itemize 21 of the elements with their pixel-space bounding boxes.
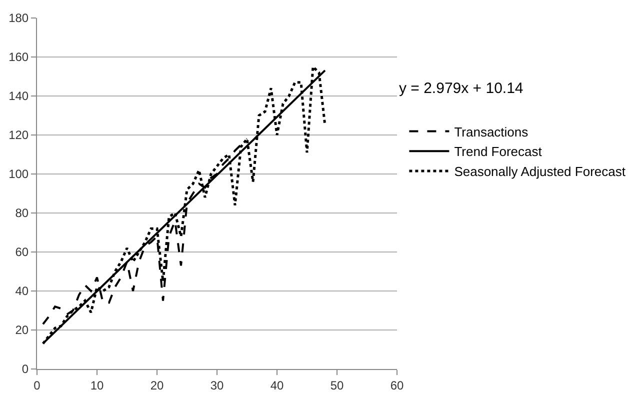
y-tick-label: 60 (15, 245, 29, 260)
y-tick-label: 0 (22, 362, 29, 376)
x-tick-label: 0 (34, 378, 41, 392)
x-tick-label: 30 (210, 378, 224, 392)
text: y = 2.979x + 10.14 (399, 80, 524, 97)
legend-label: Trend Forecast (454, 144, 542, 160)
x-tick-label: 20 (150, 378, 164, 392)
y-tick-label: 120 (8, 128, 29, 142)
y-tick-label: 160 (8, 50, 29, 64)
y-tick-label: 20 (15, 323, 29, 338)
x-tick-label: 50 (330, 378, 344, 392)
y-tick-label: 100 (8, 167, 29, 182)
x-tick-label: 10 (90, 378, 104, 392)
legend-label: Seasonally Adjusted Forecast (454, 164, 626, 180)
y-tick-label: 140 (8, 89, 29, 104)
x-tick-label: 60 (390, 378, 404, 392)
x-tick-label: 40 (270, 378, 284, 392)
y-tick-label: 40 (15, 284, 29, 298)
legend-label: Transactions (454, 124, 529, 140)
y-tick-label: 80 (15, 206, 29, 220)
y-tick-label: 180 (8, 11, 29, 26)
